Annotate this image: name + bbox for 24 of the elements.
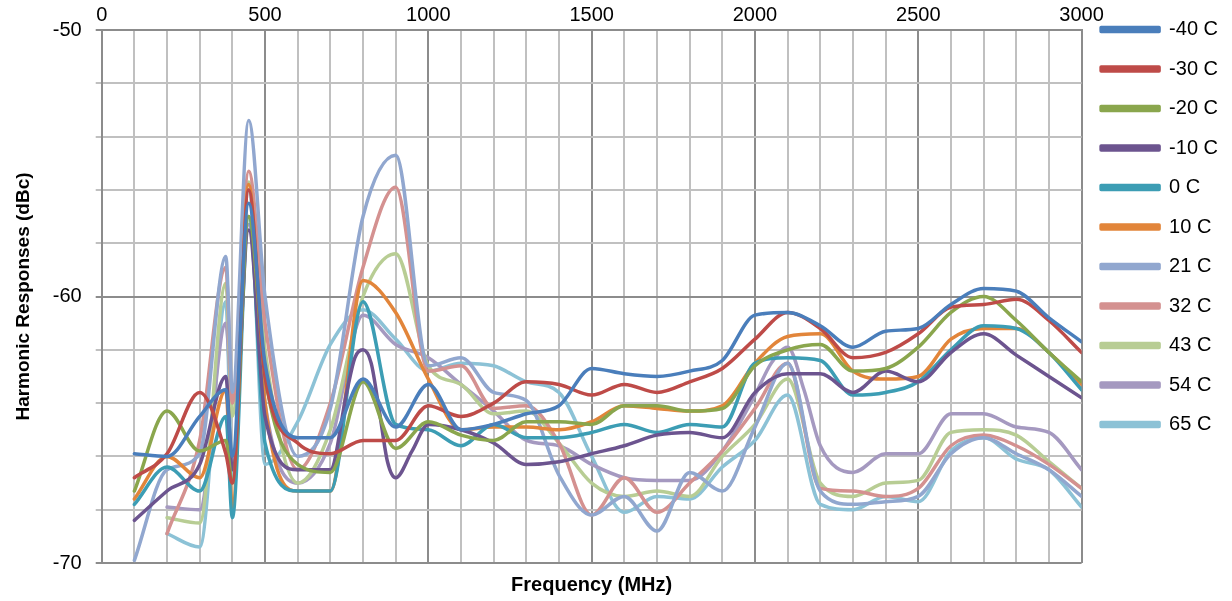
x-axis-title: Frequency (MHz) [511,572,673,595]
line-series [132,118,1082,563]
legend-label: 54 C [1169,372,1212,395]
y-tick-label: -50 [52,17,82,40]
legend-label: 10 C [1169,214,1212,237]
legend-label: 32 C [1169,293,1212,316]
x-tick-label: 1500 [569,2,614,25]
legend-label: -20 C [1169,96,1218,119]
legend-label: -30 C [1169,56,1218,79]
x-tick-label: 2500 [896,2,941,25]
x-tick-label: 1000 [406,2,451,25]
legend-label: -40 C [1169,17,1218,40]
legend-label: -10 C [1169,135,1218,158]
x-tick-label: 0 [96,2,108,25]
y-tick-label: -70 [52,550,82,573]
legend-label: 65 C [1169,412,1212,435]
legend-label: 43 C [1169,333,1212,356]
x-tick-label: 500 [248,2,282,25]
x-tick-label: 2000 [732,2,778,25]
x-tick-label: 3000 [1059,2,1104,25]
legend-label: 21 C [1169,254,1212,277]
y-tick-label: -60 [52,284,82,307]
legend-label: 0 C [1169,175,1201,198]
y-axis-title: Harmonic Responses (dBc) [11,172,33,421]
